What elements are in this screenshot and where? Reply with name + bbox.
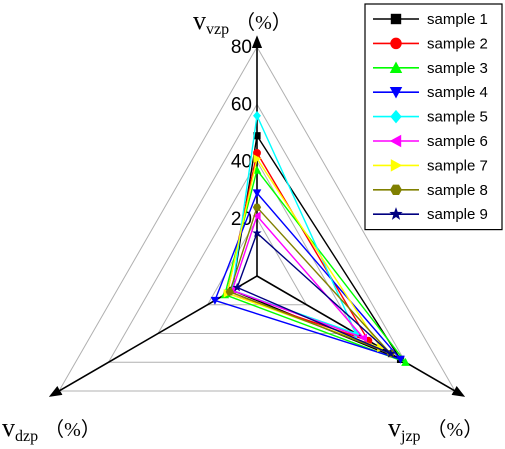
- data-point-3-1: [401, 357, 410, 366]
- data-point-4-1: [396, 355, 405, 364]
- legend-label: sample 4: [427, 84, 488, 101]
- legend-marker: [389, 87, 403, 99]
- series-layer: [210, 111, 410, 366]
- data-point-8-2: [225, 288, 234, 296]
- legend-marker: [390, 13, 402, 25]
- tick-label-40: 40: [231, 152, 252, 173]
- legend: sample 1 sample 2 sample 3 sample 4 sample 5…: [364, 3, 503, 231]
- legend-label: sample 1: [427, 11, 488, 28]
- series-line-9: [236, 231, 392, 355]
- series-line-6: [231, 214, 366, 340]
- legend-marker: [389, 61, 403, 73]
- data-point-4-0: [252, 189, 262, 198]
- legend-label: sample 3: [427, 60, 488, 77]
- legend-marker: [390, 184, 402, 195]
- data-point-6-1: [359, 333, 368, 343]
- legend-item-8: sample 8: [373, 182, 488, 199]
- series-9: [232, 228, 396, 358]
- tick-label-80: 80: [231, 37, 252, 58]
- data-point-5-0: [253, 111, 261, 121]
- axis-title-vzp: vvzp （%）: [193, 6, 292, 38]
- data-point-2-0: [253, 148, 261, 157]
- legend-label: sample 5: [427, 109, 488, 126]
- tick-label-20: 20: [231, 209, 252, 230]
- legend-marker: [389, 134, 402, 148]
- legend-item-7: sample 7: [373, 157, 488, 174]
- grid-ring-60: [107, 103, 407, 363]
- legend-label: sample 7: [427, 157, 488, 174]
- legend-item-3: sample 3: [373, 60, 488, 77]
- data-point-9-2: [232, 282, 242, 292]
- data-point-9-0: [252, 228, 262, 237]
- data-point-9-1: [386, 348, 396, 358]
- series-2: [223, 148, 373, 345]
- data-point-7-1: [377, 343, 386, 353]
- series-line-4: [214, 191, 403, 361]
- legend-item-4: sample 4: [373, 84, 488, 101]
- legend-marker: [389, 207, 403, 220]
- legend-item-5: sample 5: [373, 109, 488, 126]
- axis-title-dzp: vdzp （%）: [2, 413, 101, 445]
- legend-marker: [390, 109, 402, 124]
- legend-item-9: sample 9: [373, 206, 488, 223]
- legend-item-2: sample 2: [373, 35, 488, 52]
- data-point-1-0: [253, 132, 261, 140]
- axis-title-jzp: vjzp （%）: [388, 413, 483, 445]
- data-point-6-0: [252, 211, 261, 221]
- legend-label: sample 8: [427, 182, 488, 199]
- data-point-8-0: [252, 203, 262, 211]
- series-line-8: [228, 205, 392, 355]
- data-point-7-0: [253, 154, 262, 163]
- axis-titles: vvzp （%） vjzp （%） vdzp （%）: [2, 6, 483, 445]
- grid-ring-40: [157, 160, 357, 334]
- axis-line-1: [256, 275, 466, 397]
- legend-marker: [390, 159, 403, 172]
- legend-item-1: sample 1: [373, 11, 488, 28]
- grid-ring-80: [58, 45, 456, 392]
- grid-layer: [58, 45, 456, 392]
- legend-marker: [390, 37, 402, 50]
- legend-label: sample 9: [427, 206, 488, 223]
- grid-ring-20: [206, 217, 308, 306]
- legend-label: sample 2: [427, 35, 488, 52]
- tick-labels: 20 40 60 80: [231, 37, 252, 230]
- data-point-4-2: [210, 296, 220, 305]
- data-point-3-0: [252, 165, 262, 174]
- series-4: [210, 189, 405, 364]
- tick-label-60: 60: [231, 94, 252, 115]
- legend-label: sample 6: [427, 133, 488, 150]
- legend-item-6: sample 6: [373, 133, 488, 150]
